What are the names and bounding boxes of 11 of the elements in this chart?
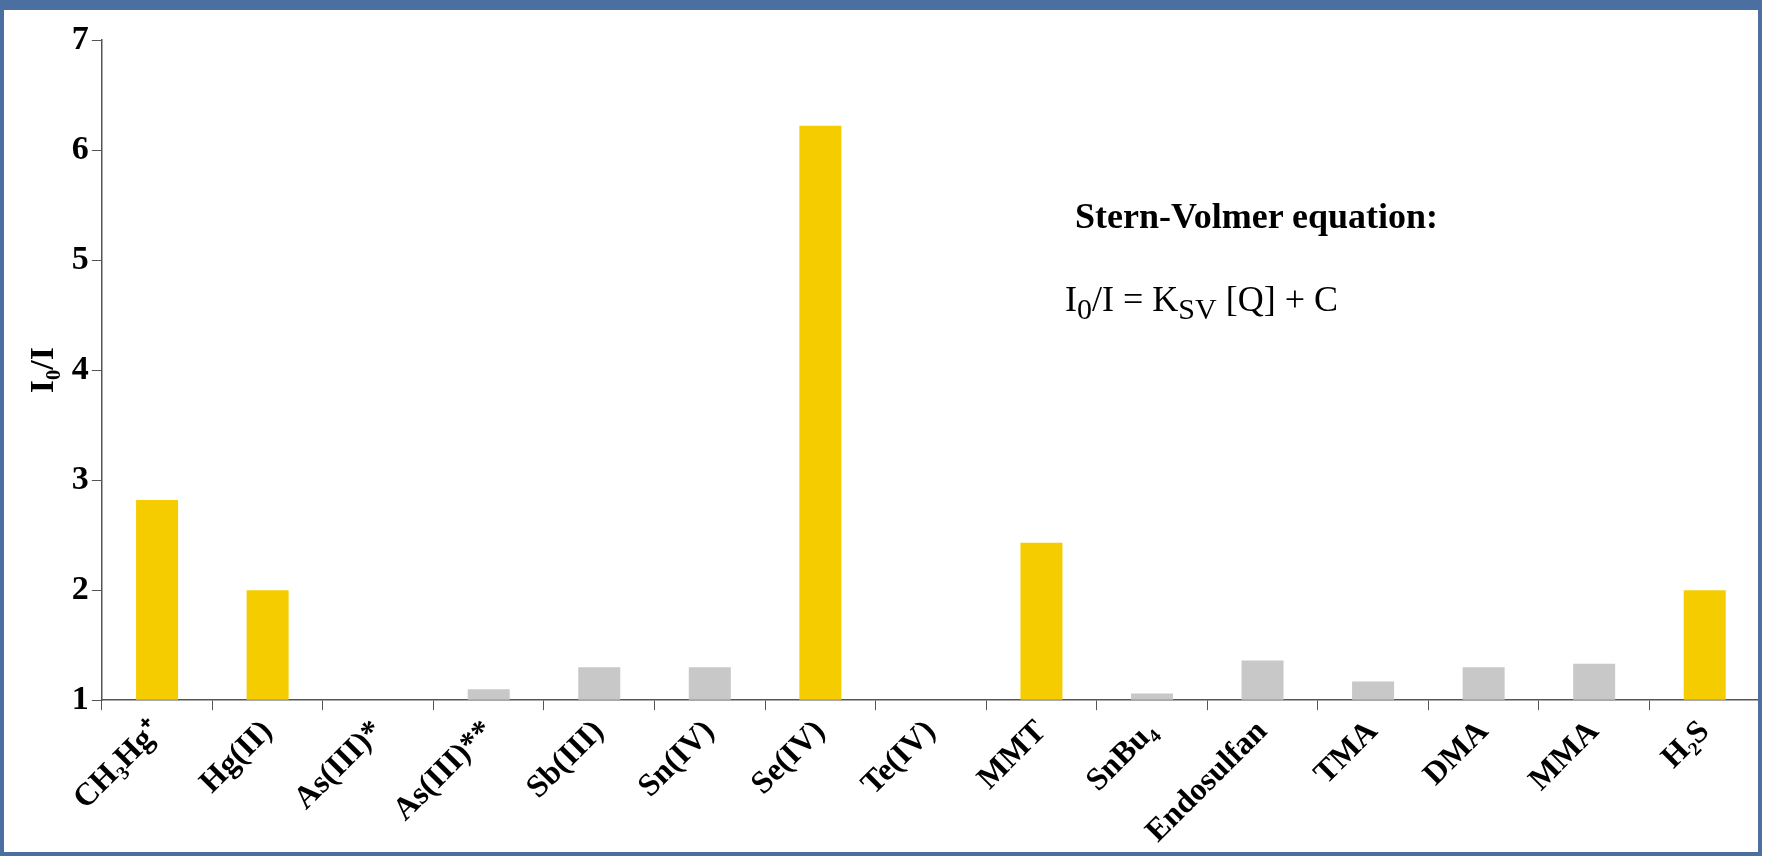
x-tick-label: H₂S <box>1653 712 1716 775</box>
y-tick-label: 6 <box>71 128 89 166</box>
y-tick-label: 5 <box>71 238 89 276</box>
y-tick-label: 4 <box>71 348 89 386</box>
annotation: I$_{0}$/I = K$_{SV}$ [Q] + C <box>1065 278 1338 327</box>
y-tick-label: 1 <box>71 678 89 716</box>
y-tick-label: 7 <box>71 18 89 56</box>
y-tick-label: 3 <box>71 458 89 496</box>
annotation: Stern-Volmer equation: <box>1075 195 1438 237</box>
y-tick-label: 2 <box>71 568 89 606</box>
y-axis-title: I₀/I <box>23 347 61 394</box>
